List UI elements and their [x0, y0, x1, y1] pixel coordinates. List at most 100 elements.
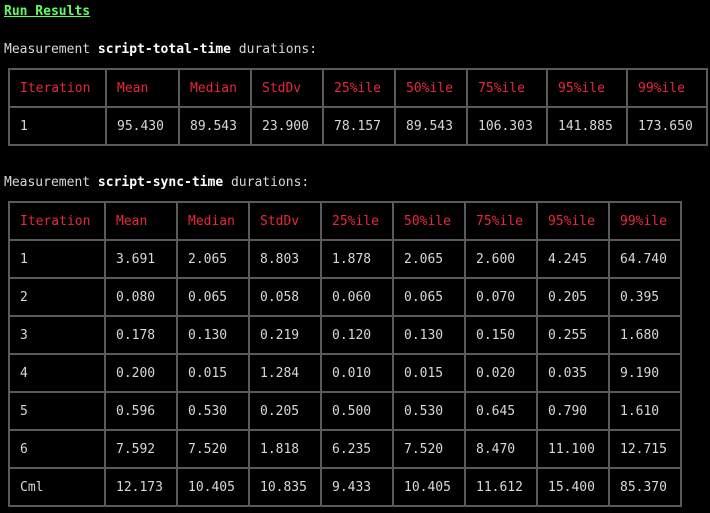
table-cell: 0.530: [392, 391, 466, 431]
table-cell: 4.245: [536, 239, 610, 279]
table-cell: 10.405: [176, 467, 250, 507]
column-header: Iteration: [8, 201, 106, 241]
column-header: 95%ile: [536, 201, 610, 241]
table-cell: 0.200: [104, 353, 178, 393]
table-cell: 4: [8, 353, 106, 393]
table-row: 5 0.596 0.530 0.205 0.500 0.530 0.645 0.790 1.61…: [8, 391, 682, 431]
column-header: Mean: [104, 201, 178, 241]
table-cell: 2.065: [392, 239, 466, 279]
table-cell: 141.885: [546, 106, 628, 146]
table-cell: 0.395: [608, 277, 682, 317]
column-header: 25%ile: [322, 68, 396, 108]
table-cell: Cml: [8, 467, 106, 507]
table-cell: 89.543: [394, 106, 468, 146]
caption-suffix: durations:: [230, 42, 318, 57]
column-header: 95%ile: [546, 68, 628, 108]
table-cell: 0.035: [536, 353, 610, 393]
table-cell: 3.691: [104, 239, 178, 279]
table-cell: 0.015: [392, 353, 466, 393]
table-cell: 11.612: [464, 467, 538, 507]
table-cell: 1: [8, 239, 106, 279]
table-cell: 0.130: [176, 315, 250, 355]
table-cell: 9.190: [608, 353, 682, 393]
column-header: 99%ile: [626, 68, 708, 108]
results-table-sync-time: Iteration Mean Median StdDv 25%ile 50%ile 75%i…: [8, 201, 682, 507]
table-cell: 12.173: [104, 467, 178, 507]
table-cell: 0.065: [176, 277, 250, 317]
table-cell: 3: [8, 315, 106, 355]
table-cell: 0.790: [536, 391, 610, 431]
table-row: 3 0.178 0.130 0.219 0.120 0.130 0.150 0.255 1.68…: [8, 315, 682, 355]
table-cell: 11.100: [536, 429, 610, 469]
column-header: StdDv: [248, 201, 322, 241]
table-cell: 1.818: [248, 429, 322, 469]
table-row: 2 0.080 0.065 0.058 0.060 0.065 0.070 0.205 0.39…: [8, 277, 682, 317]
table-cell: 0.530: [176, 391, 250, 431]
table-cell: 10.405: [392, 467, 466, 507]
table-cell: 0.500: [320, 391, 394, 431]
table-cell: 0.070: [464, 277, 538, 317]
measurement-name: script-total-time: [97, 42, 231, 57]
table-cell: 0.058: [248, 277, 322, 317]
table-cell: 0.205: [536, 277, 610, 317]
table-cell: 1: [8, 106, 107, 146]
table-cell: 8.470: [464, 429, 538, 469]
table-row: 1 3.691 2.065 8.803 1.878 2.065 2.600 4.245 64.7…: [8, 239, 682, 279]
column-header: 25%ile: [320, 201, 394, 241]
column-header: 99%ile: [608, 201, 682, 241]
table-cell: 10.835: [248, 467, 322, 507]
table-cell: 0.219: [248, 315, 322, 355]
table-cell: 9.433: [320, 467, 394, 507]
column-header: Mean: [105, 68, 180, 108]
table-cell: 0.255: [536, 315, 610, 355]
table-cell: 0.065: [392, 277, 466, 317]
table-cell: 5: [8, 391, 106, 431]
table-cell: 1.284: [248, 353, 322, 393]
table-cell: 2: [8, 277, 106, 317]
table-header-row: Iteration Mean Median StdDv 25%ile 50%ile 75%i…: [8, 201, 682, 241]
table-cell: 2.600: [464, 239, 538, 279]
measurement-caption: Measurement script-sync-time durations:: [4, 175, 309, 190]
table-cell: 6: [8, 429, 106, 469]
table-cell: 0.120: [320, 315, 394, 355]
table-cell: 15.400: [536, 467, 610, 507]
measurement-caption: Measurement script-total-time durations:: [4, 42, 317, 57]
table-cell: 78.157: [322, 106, 396, 146]
table-cell: 1.610: [608, 391, 682, 431]
table-cell: 0.645: [464, 391, 538, 431]
table-cell: 7.520: [392, 429, 466, 469]
caption-suffix: durations:: [223, 175, 310, 190]
table-cell: 0.060: [320, 277, 394, 317]
caption-prefix: Measurement: [4, 42, 98, 57]
table-cell: 6.235: [320, 429, 394, 469]
caption-prefix: Measurement: [4, 175, 98, 190]
table-cell: 64.740: [608, 239, 682, 279]
column-header: 75%ile: [464, 201, 538, 241]
table-cell: 0.205: [248, 391, 322, 431]
column-header: Iteration: [8, 68, 107, 108]
column-header: 75%ile: [466, 68, 548, 108]
table-cell: 95.430: [105, 106, 180, 146]
table-cell: 0.015: [176, 353, 250, 393]
table-cell: 2.065: [176, 239, 250, 279]
table-row: Cml 12.173 10.405 10.835 9.433 10.405 11.612 15…: [8, 467, 682, 507]
table-row: 4 0.200 0.015 1.284 0.010 0.015 0.020 0.035 9.19…: [8, 353, 682, 393]
table-cell: 0.596: [104, 391, 178, 431]
table-cell: 0.178: [104, 315, 178, 355]
table-cell: 0.080: [104, 277, 178, 317]
table-cell: 0.010: [320, 353, 394, 393]
table-row: 1 95.430 89.543 23.900 78.157 89.543 106.303 14…: [8, 106, 708, 146]
table-cell: 0.150: [464, 315, 538, 355]
table-cell: 85.370: [608, 467, 682, 507]
table-cell: 0.130: [392, 315, 466, 355]
column-header: Median: [176, 201, 250, 241]
table-cell: 12.715: [608, 429, 682, 469]
table-cell: 173.650: [626, 106, 708, 146]
run-results-link[interactable]: Run Results: [4, 4, 91, 19]
table-cell: 0.020: [464, 353, 538, 393]
table-row: 6 7.592 7.520 1.818 6.235 7.520 8.470 11.100 12.…: [8, 429, 682, 469]
measurement-name: script-sync-time: [97, 175, 224, 190]
table-cell: 1.680: [608, 315, 682, 355]
table-cell: 7.592: [104, 429, 178, 469]
table-cell: 8.803: [248, 239, 322, 279]
